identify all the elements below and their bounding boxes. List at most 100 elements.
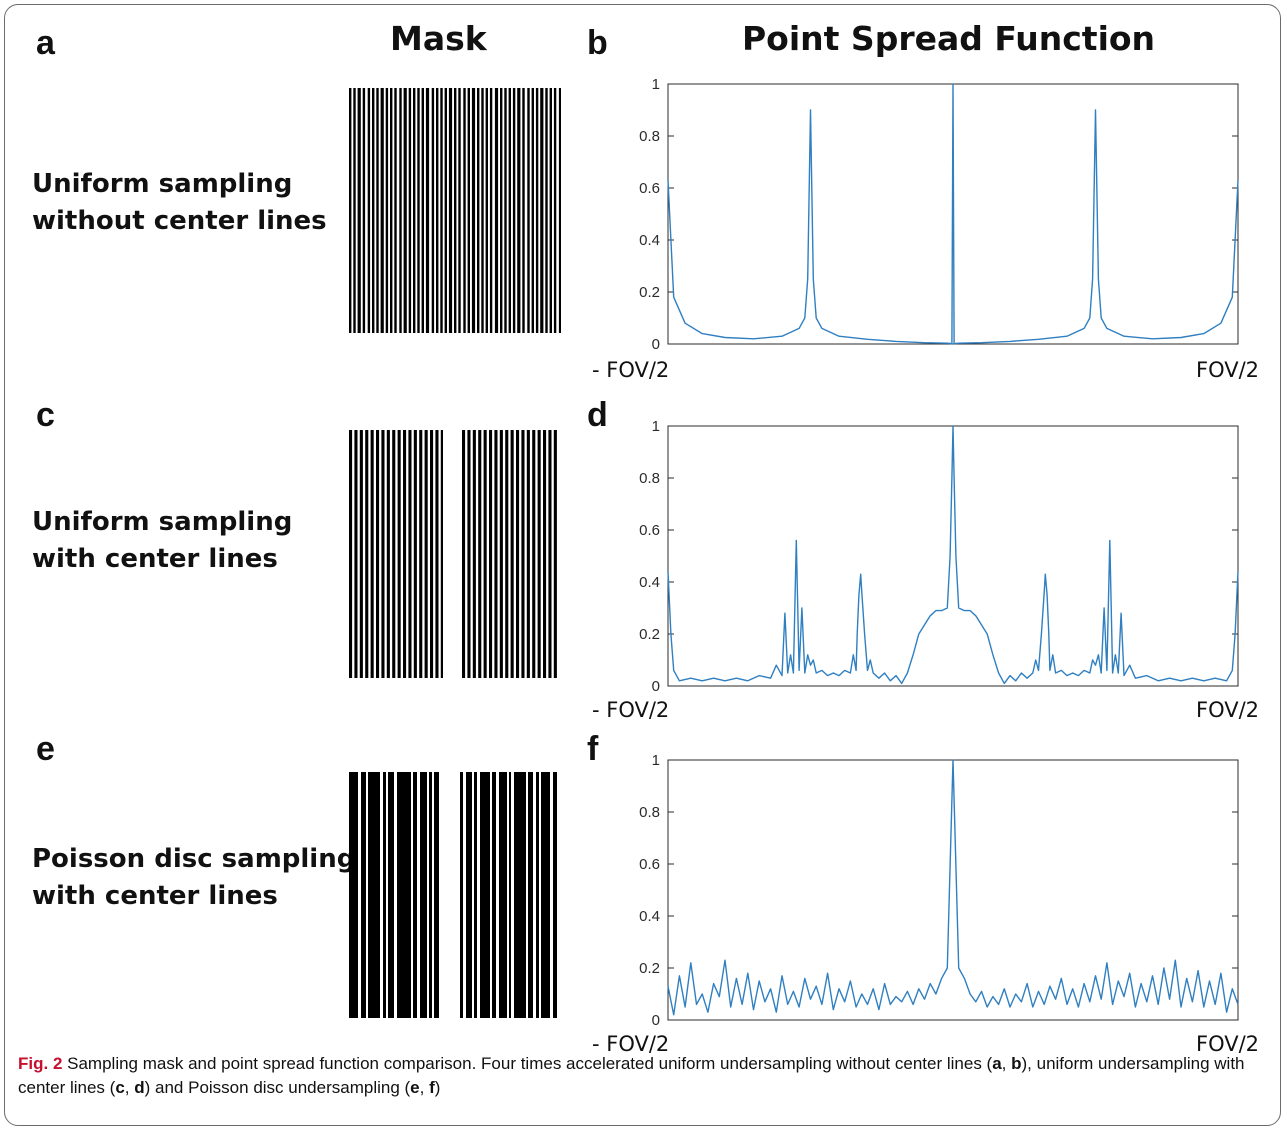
- mask-line: [357, 88, 361, 333]
- mask-line: [481, 88, 484, 333]
- mask-line: [526, 430, 530, 678]
- mask-line: [537, 430, 541, 678]
- mask-line: [420, 772, 427, 1018]
- mask-line: [359, 430, 363, 678]
- mask-line: [454, 88, 457, 333]
- y-tick-label: 0: [652, 336, 660, 353]
- mask-line: [467, 88, 470, 333]
- mask-line: [388, 772, 394, 1018]
- mask-line: [543, 430, 547, 678]
- mask-line: [397, 430, 401, 678]
- mask-line: [386, 430, 390, 678]
- mask-line: [504, 88, 507, 333]
- mask-line: [492, 772, 496, 1018]
- x-axis-right-label: FOV/2: [1196, 358, 1260, 382]
- mask-line: [362, 88, 366, 333]
- mask-line: [361, 772, 366, 1018]
- x-axis-left-label: - FOV/2: [592, 358, 670, 382]
- panel-letter-a: a: [36, 24, 55, 62]
- mask-line: [376, 88, 379, 333]
- mask-line: [392, 430, 396, 678]
- mask-line: [354, 430, 358, 678]
- y-tick-label: 0.2: [639, 960, 660, 977]
- psf-series-line: [667, 425, 1239, 685]
- y-tick-label: 0.2: [639, 284, 660, 301]
- column-header-mask: Mask: [390, 19, 487, 58]
- mask-line: [514, 772, 526, 1018]
- mask-line: [541, 772, 550, 1018]
- mask-line: [512, 88, 516, 333]
- mask-line: [394, 88, 397, 333]
- mask-line: [397, 772, 411, 1018]
- y-tick-label: 0.6: [639, 856, 660, 873]
- x-axis-right-label: FOV/2: [1196, 698, 1260, 722]
- mask-line: [368, 772, 380, 1018]
- mask-line: [421, 88, 424, 333]
- mask-line: [494, 430, 498, 678]
- mask-line: [553, 88, 557, 333]
- mask-line: [349, 772, 358, 1018]
- mask-line: [440, 430, 443, 678]
- mask-line: [466, 772, 472, 1018]
- mask-line: [474, 772, 477, 1018]
- mask-line: [435, 430, 439, 678]
- mask-line: [413, 88, 416, 333]
- mask-line: [408, 88, 412, 333]
- mask-line: [521, 430, 525, 678]
- y-tick-label: 0.4: [639, 908, 660, 925]
- panel-letter-b: b: [587, 24, 608, 62]
- mask-line: [372, 88, 375, 333]
- y-tick-label: 0.4: [639, 232, 660, 249]
- mask-line: [383, 772, 386, 1018]
- row-label-line1: Poisson disc sampling: [32, 844, 356, 874]
- mask-line: [424, 430, 428, 678]
- mask-line: [425, 88, 430, 333]
- mask-line: [431, 88, 435, 333]
- row-label-line2: with center lines: [32, 881, 278, 911]
- mask-line: [522, 88, 525, 333]
- row-label-poisson-with: Poisson disc sampling with center lines: [32, 841, 355, 915]
- mask-line: [467, 430, 471, 678]
- plot-frame: [667, 425, 1239, 687]
- mask-line: [471, 88, 476, 333]
- mask-line: [430, 430, 434, 678]
- mask-line: [353, 88, 356, 333]
- mask-line: [380, 88, 384, 333]
- mask-line: [509, 772, 511, 1018]
- mask-line: [349, 430, 353, 678]
- y-tick-label: 0: [652, 1012, 660, 1029]
- mask-line: [485, 88, 488, 333]
- mask-line: [489, 88, 493, 333]
- panel-letter-d: d: [587, 396, 608, 434]
- mask-line: [499, 430, 503, 678]
- sampling-mask-uniform-without-center: [349, 88, 561, 333]
- mask-line: [413, 772, 417, 1018]
- y-tick-label: 0: [652, 678, 660, 695]
- psf-plot-f: 0 0.2 0.4 0.6 0.8 1: [639, 752, 1239, 1029]
- mask-line: [460, 772, 463, 1018]
- mask-line: [489, 430, 493, 678]
- y-tick-label: 1: [652, 418, 660, 435]
- mask-line: [549, 88, 552, 333]
- row-label-uniform-without: Uniform sampling without center lines: [32, 166, 327, 240]
- mask-line: [483, 430, 487, 678]
- mask-line: [444, 88, 447, 333]
- mask-line: [440, 88, 443, 333]
- y-tick-label: 0.8: [639, 804, 660, 821]
- mask-line: [365, 430, 369, 678]
- mask-line: [480, 772, 490, 1018]
- row-label-line2: without center lines: [32, 206, 327, 236]
- mask-line: [381, 430, 385, 678]
- mask-line: [478, 430, 482, 678]
- mask-line: [403, 430, 407, 678]
- column-header-psf: Point Spread Function: [742, 19, 1156, 58]
- mask-line: [403, 88, 407, 333]
- mask-line: [500, 88, 503, 333]
- mask-line: [417, 88, 420, 333]
- mask-line: [413, 430, 417, 678]
- mask-line: [558, 88, 561, 333]
- mask-line: [408, 430, 412, 678]
- figure-frame: [4, 4, 1281, 1126]
- mask-line: [448, 88, 453, 333]
- mask-line: [508, 88, 511, 333]
